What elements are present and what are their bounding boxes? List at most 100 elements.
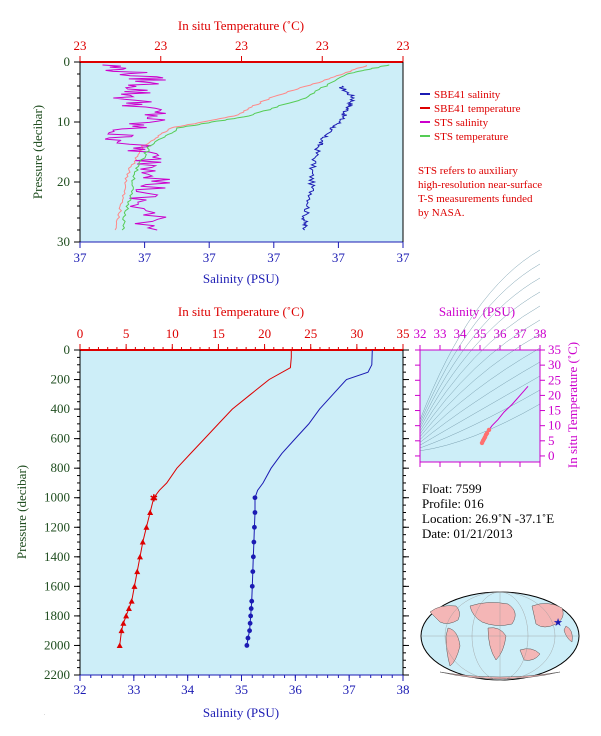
salinity-sample-marker (252, 524, 257, 530)
main-chart-x-top-label: In situ Temperature (˚C) (178, 304, 304, 319)
top-chart-bottom-ticks: 37 37 37 37 37 37 (74, 242, 411, 265)
main-chart-bottom-tick-label: 33 (127, 682, 140, 697)
main-chart-top-tick-label: 15 (212, 326, 225, 341)
ts-chart-y-tick-label: 5 (548, 433, 555, 448)
ts-chart-plot-area (420, 350, 540, 462)
legend-label: STS temperature (434, 131, 508, 143)
temperature-sample-marker (136, 553, 143, 560)
main-chart-y-tick-label: 0 (64, 342, 71, 357)
density-contour (419, 403, 541, 452)
main-chart-bottom-tick-label: 38 (397, 682, 410, 697)
main-chart-bottom-tick-label: 34 (181, 682, 195, 697)
float-position-marker: ★ (553, 617, 563, 629)
main-chart-top-tick-label: 30 (350, 326, 363, 341)
density-contour (419, 375, 541, 446)
sts-note-line: by NASA. (418, 207, 465, 219)
top-chart-bottom-tick-label: 37 (138, 250, 152, 265)
ts-chart-x-tick-label: 38 (534, 326, 547, 341)
ts-chart-y-tick-label: 30 (548, 357, 561, 372)
ts-chart-series (479, 385, 529, 446)
main-chart-y-tick-label: 2200 (44, 667, 70, 682)
top-chart-bottom-tick-label: 37 (397, 250, 411, 265)
top-chart-y-tick-label: 20 (57, 174, 70, 189)
salinity-sample-marker (247, 628, 252, 634)
density-contour (419, 277, 541, 426)
ts-chart-x-tick-label: 34 (454, 326, 468, 341)
temperature-sample-marker (143, 524, 150, 530)
top-chart-bottom-tick-label: 37 (203, 250, 217, 265)
salinity-sample-marker (248, 613, 254, 619)
density-contour (419, 291, 541, 429)
main-chart-y-tick-label: 1000 (44, 490, 70, 505)
sts-note-line: T-S measurements funded (418, 193, 533, 205)
salinity-sample-marker (250, 569, 256, 574)
top-chart-top-tick-label: 23 (235, 38, 248, 53)
temperature-marker-1000: ✱ (150, 494, 158, 505)
main-chart-y-tick-label: 600 (51, 431, 71, 446)
top-chart-y-label: Pressure (decibar) (30, 105, 45, 199)
main-chart-bottom-tick-label: 32 (74, 682, 87, 697)
main-chart-bottom-tick-label: 37 (343, 682, 357, 697)
density-contour (419, 361, 541, 443)
temperature-sample-marker (147, 509, 154, 515)
top-chart-x-top-label: In situ Temperature (˚C) (178, 18, 304, 33)
main-chart-y-tick-label: 400 (51, 401, 71, 416)
density-contour (419, 389, 541, 449)
top-chart-y-tick-label: 0 (64, 54, 71, 69)
top-series-sbe41-temperature (114, 64, 367, 231)
sts-note-line: STS refers to auxiliary (418, 165, 518, 177)
density-contour (419, 319, 541, 435)
map-graticule (421, 591, 579, 681)
ts-point (486, 427, 492, 433)
float-id: Float: 7599 (422, 481, 482, 496)
top-series-sbe41-salinity (300, 85, 356, 231)
float-info: Float: 7599 Profile: 016 Location: 26.9˚… (422, 481, 554, 541)
ts-chart-x-tick-label: 33 (434, 326, 447, 341)
top-chart-y-tick-label: 10 (57, 114, 70, 129)
main-chart-top-ticks: 0 5 10 15 20 25 30 35 (77, 326, 410, 350)
density-contour (419, 263, 541, 423)
top-chart-y-tick-label: 30 (57, 234, 70, 249)
main-chart-series: ✱ (116, 349, 373, 648)
salinity-sample-marker (252, 510, 258, 515)
main-chart-y-ticks: 0 200 400 600 800 1000 1200 1400 1600 1800 2000 220… (44, 342, 409, 682)
top-chart-top-ticks: 23 23 23 23 23 (74, 38, 410, 62)
main-chart-y-label: Pressure (decibar) (14, 465, 29, 559)
profile-number: Profile: 016 (422, 496, 484, 511)
density-contour (419, 347, 541, 440)
salinity-sample-marker (250, 554, 256, 560)
ts-chart-x-tick-label: 37 (514, 326, 528, 341)
main-chart-bottom-tick-label: 35 (235, 682, 248, 697)
ts-point (479, 440, 485, 446)
ts-chart: Salinity (PSU) 32 33 34 35 36 37 38 3530252015… (414, 249, 580, 468)
top-chart-top-tick-label: 23 (316, 38, 329, 53)
top-chart-bottom-tick-label: 37 (267, 250, 281, 265)
world-map: ★ (420, 591, 580, 681)
main-chart-top-tick-label: 10 (166, 326, 179, 341)
temperature-sample-marker (116, 642, 123, 648)
main-chart-bottom-tick-label: 36 (289, 682, 303, 697)
top-chart-legend: SBE41 salinity SBE41 temperature STS salin… (420, 89, 521, 143)
temperature-sample-marker (139, 539, 146, 545)
date: Date: 01/21/2013 (422, 526, 513, 541)
main-chart-top-tick-label: 20 (258, 326, 271, 341)
salinity-sample-marker (252, 495, 258, 501)
ts-chart-y-tick-label: 25 (548, 372, 561, 387)
main-chart-plot-area (80, 350, 403, 675)
ts-chart-frame (419, 349, 541, 463)
legend-label: SBE41 temperature (434, 103, 521, 115)
temperature-sample-marker (128, 598, 135, 604)
main-chart-top-tick-label: 25 (304, 326, 317, 341)
temperature-sample-marker (150, 494, 157, 501)
salinity-sample-marker (245, 635, 251, 641)
main-chart-y-tick-label: 1800 (44, 608, 70, 623)
ts-chart-y-tick-label: 20 (548, 387, 561, 402)
ts-chart-y-tick-label: 35 (548, 342, 561, 357)
main-chart-y-tick-label: 200 (51, 372, 71, 387)
ts-chart-x-ticks: 32 33 34 35 36 37 38 (414, 326, 547, 467)
salinity-sample-marker (251, 539, 257, 545)
density-contour (419, 249, 541, 421)
density-contour (419, 305, 541, 432)
salinity-sample-marker (249, 583, 255, 589)
